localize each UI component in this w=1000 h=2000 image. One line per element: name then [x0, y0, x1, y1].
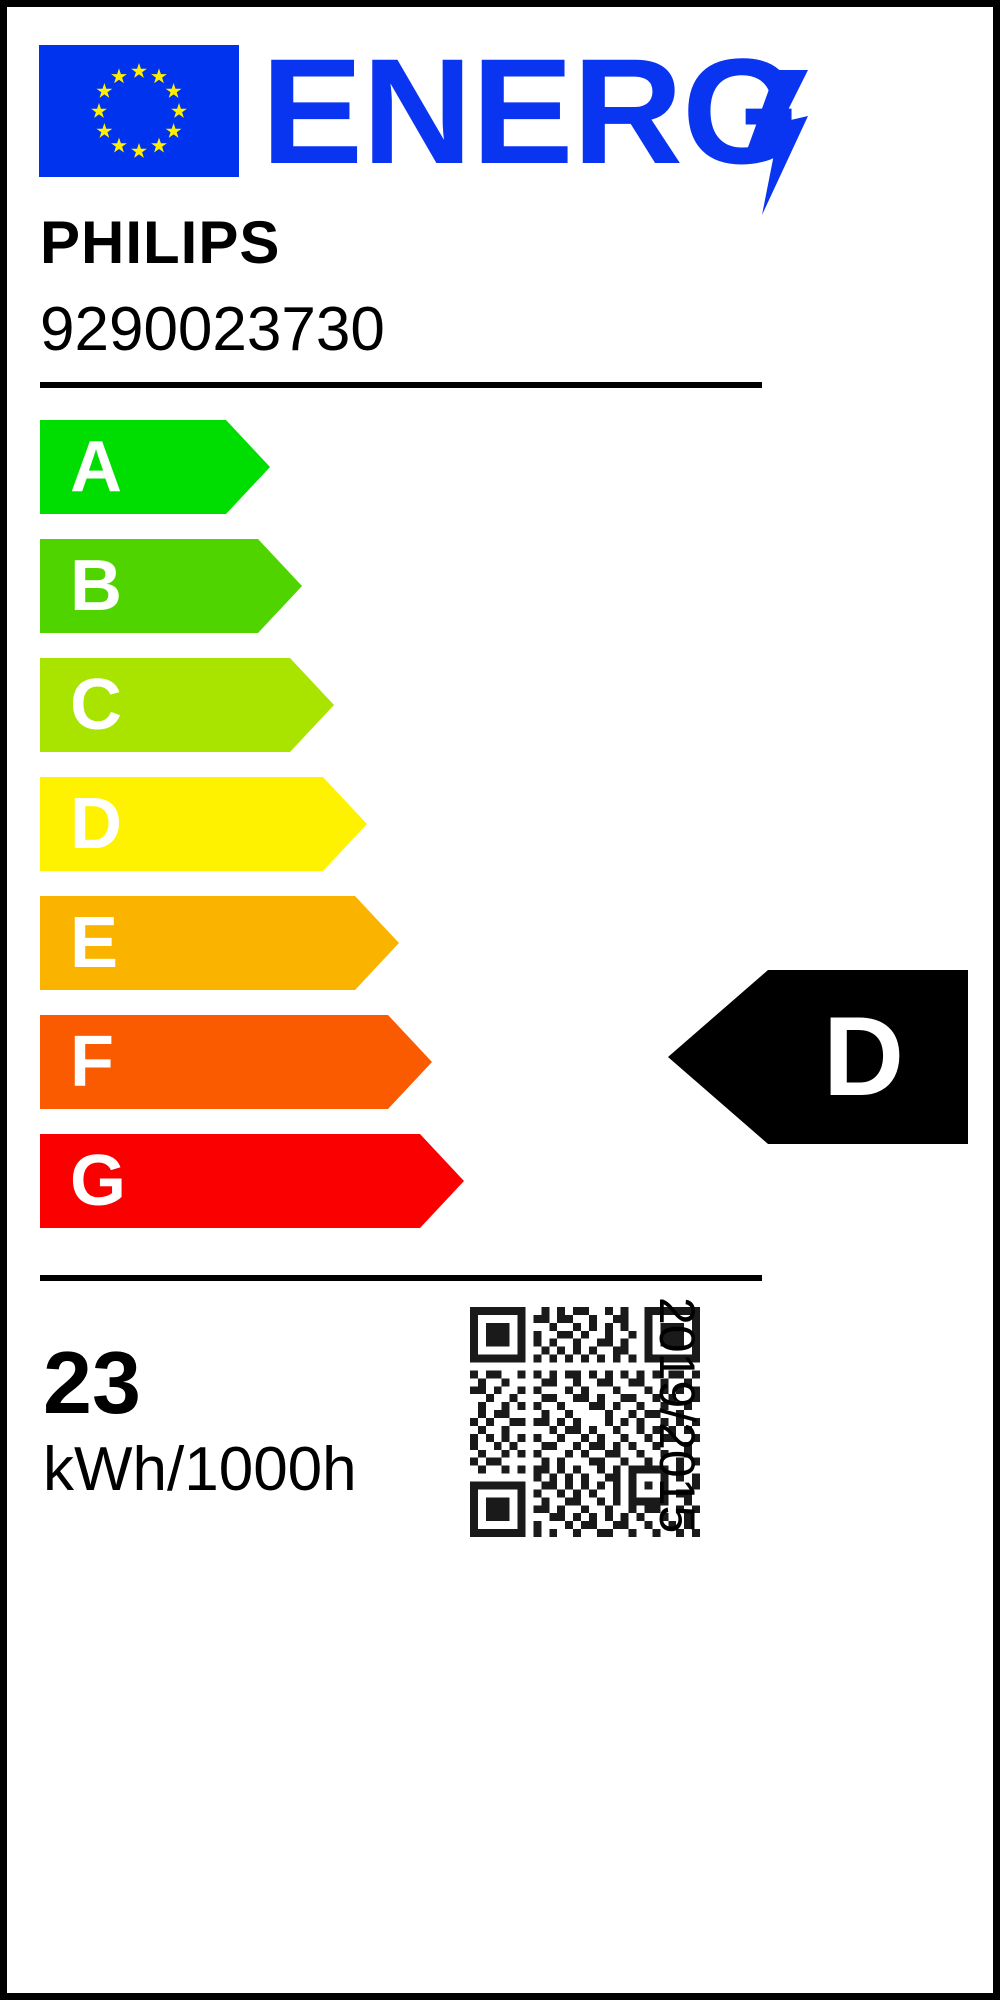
divider-top	[40, 382, 762, 388]
class-bar-c: C	[40, 658, 334, 752]
energy-consumption-value: 23	[43, 1333, 141, 1432]
label-header: ENERG	[39, 31, 969, 215]
regulation-reference: 2019/2015	[649, 1297, 705, 1534]
divider-bottom	[40, 1275, 762, 1281]
manufacturer-name: PHILIPS	[40, 209, 281, 276]
eu-flag-icon	[39, 45, 239, 177]
class-letter-f: F	[70, 1022, 114, 1102]
class-bar-d: D	[40, 777, 367, 871]
class-bar-f: F	[40, 1015, 432, 1109]
class-bar-g: G	[40, 1134, 464, 1228]
class-letter-e: E	[70, 903, 119, 983]
class-bar-a: A	[40, 420, 270, 514]
class-letter-c: C	[70, 665, 122, 745]
class-bar-e: E	[40, 896, 399, 990]
assigned-class-pointer: D	[668, 970, 968, 1144]
class-letter-a: A	[70, 427, 122, 507]
class-bar-b: B	[40, 539, 302, 633]
lightning-bolt-icon	[736, 70, 808, 215]
class-letter-g: G	[70, 1141, 127, 1221]
class-letter-d: D	[70, 784, 122, 864]
qr-code[interactable]	[470, 1307, 700, 1537]
assigned-class-letter: D	[823, 994, 904, 1119]
class-letter-b: B	[70, 546, 122, 626]
energy-wordmark: ENERG	[261, 27, 801, 195]
energy-consumption-unit: kWh/1000h	[43, 1435, 357, 1504]
energy-class-scale: A B C D E	[40, 420, 740, 1250]
model-identifier: 9290023730	[40, 295, 385, 364]
